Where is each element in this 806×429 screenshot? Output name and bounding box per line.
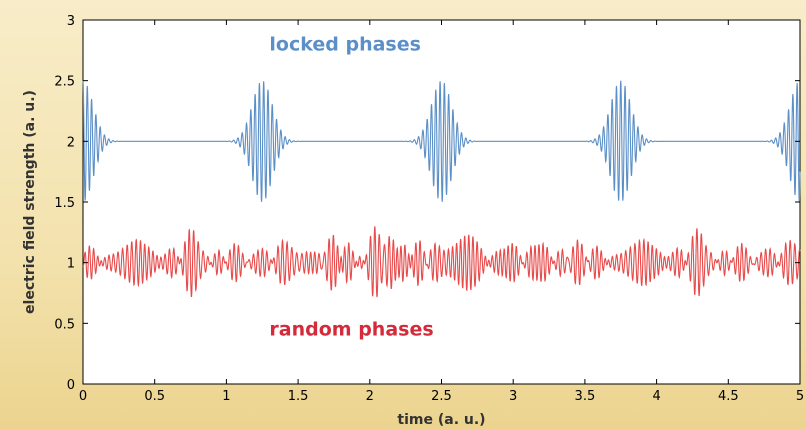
plot-area: [82, 19, 801, 385]
x-tick-label: 0.5: [144, 389, 165, 404]
x-tick-label: 4: [652, 389, 660, 404]
x-tick-label: 5: [796, 389, 804, 404]
y-tick-label: 1: [67, 257, 75, 272]
x-tick-label: 2: [366, 389, 374, 404]
annotations-layer: locked phases random phases: [269, 33, 433, 340]
y-tick-label: 1.5: [54, 196, 75, 211]
x-axis-label: time (a. u.): [397, 412, 485, 428]
series-locked-phases-line: [82, 80, 801, 202]
x-tick-label: 2.5: [431, 389, 452, 404]
y-tick-label: 0: [67, 378, 75, 393]
x-tick-label: 3: [509, 389, 517, 404]
x-tick-label: 1: [222, 389, 230, 404]
x-tick-label: 3.5: [575, 389, 596, 404]
y-tick-label: 3: [67, 14, 75, 29]
ticks-layer: 0 0.5 1 1.5 2 2.5 3 3.5 4 4.5 5 0 0.5 1 1.5 2 2.5 3: [54, 14, 804, 404]
y-tick-label: 0.5: [54, 317, 75, 332]
x-tick-label: 4.5: [718, 389, 739, 404]
annotation-locked-phases: locked phases: [269, 33, 421, 55]
series-random-phases-line: [82, 226, 801, 298]
y-tick-label: 2.5: [54, 75, 75, 90]
x-tick-label: 1.5: [288, 389, 309, 404]
y-axis-label: electric field strength (a. u.): [22, 90, 38, 314]
x-tick-label: 0: [79, 389, 87, 404]
annotation-random-phases: random phases: [269, 318, 433, 340]
y-tick-label: 2: [67, 135, 75, 150]
series-layer: [82, 80, 801, 298]
